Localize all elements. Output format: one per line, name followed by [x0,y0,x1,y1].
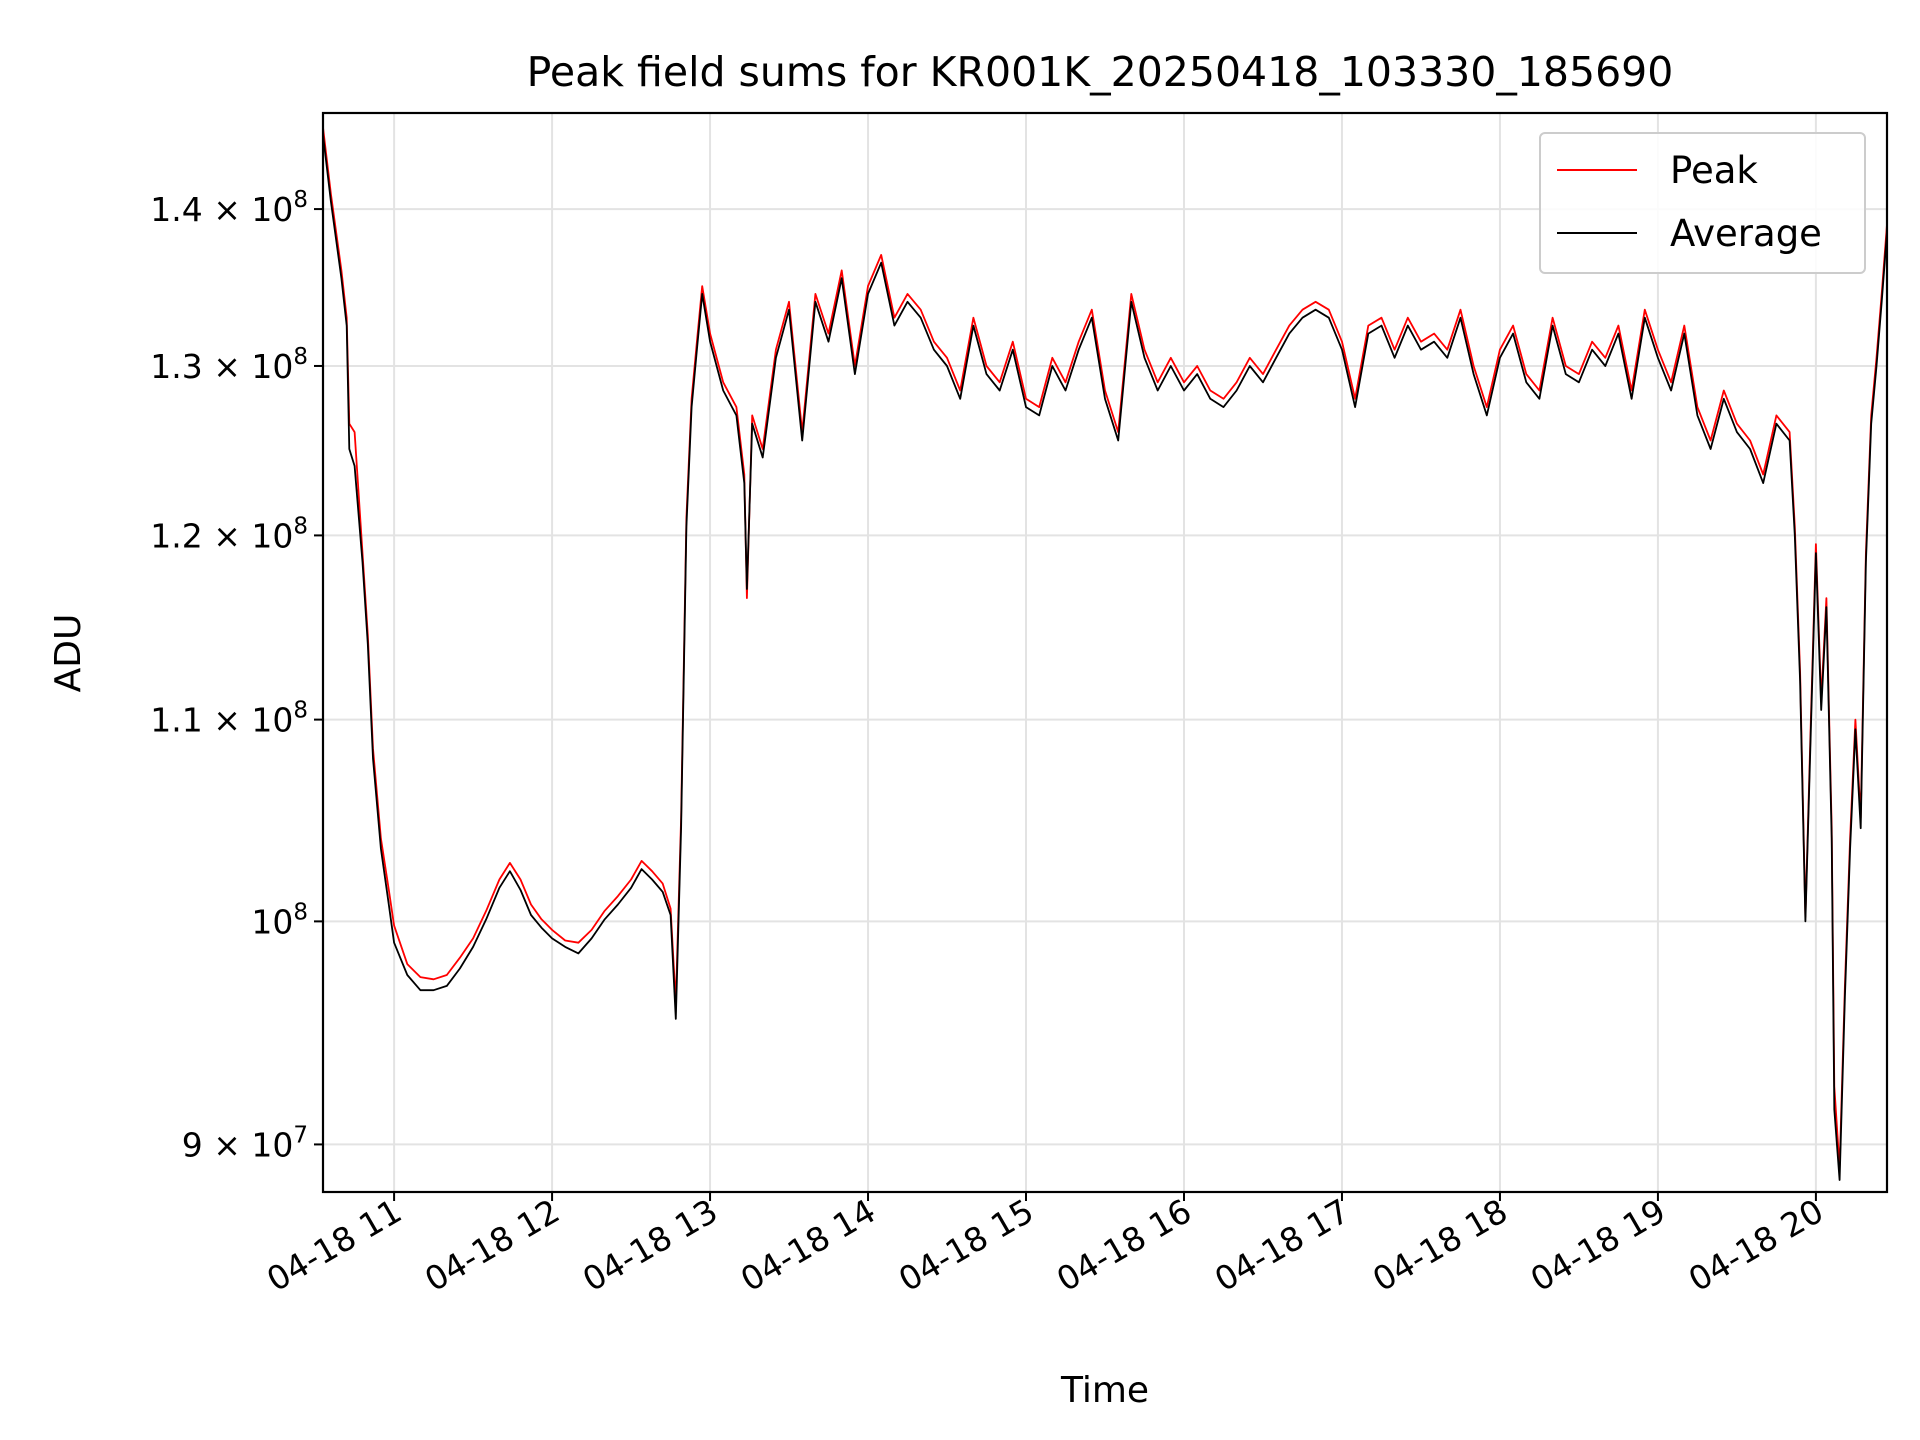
legend-label-average: Average [1670,212,1822,255]
x-axis-label: Time [1060,1370,1149,1411]
series-line-peak [322,127,1888,1169]
y-tick-label: 9 × 107 [182,1122,308,1164]
y-tick-label: 1.1 × 108 [150,698,308,740]
legend-box [1539,132,1866,274]
legend: Peak Average [1539,132,1866,274]
y-tick-label: 1.3 × 108 [150,344,308,386]
legend-label-peak: Peak [1670,149,1758,192]
y-tick-label: 1.2 × 108 [150,513,308,555]
plot-frame [321,111,1889,1194]
grid [323,113,1887,1192]
series-layer [322,127,1888,1181]
y-tick-label: 1.4 × 108 [150,187,308,229]
chart-title: Peak field sums for KR001K_20250418_1033… [527,48,1674,96]
y-axis-label: ADU [48,614,89,693]
series-line-average [322,134,1888,1181]
